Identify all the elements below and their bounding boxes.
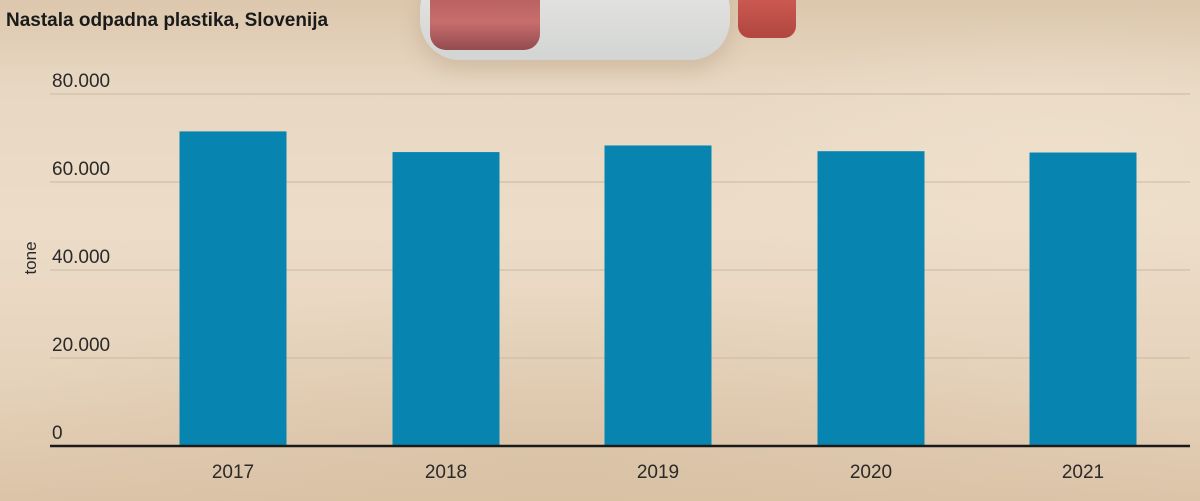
x-tick-labels: 2017 2018 2019 2020 2021 [212, 462, 1104, 483]
bar-2017 [179, 131, 287, 446]
x-tick-label: 2020 [850, 462, 892, 483]
y-tick-labels: 0 20.000 40.000 60.000 80.000 [52, 71, 110, 444]
x-tick-label: 2019 [637, 462, 679, 483]
x-tick-label: 2018 [425, 462, 467, 483]
bars [179, 131, 1137, 447]
x-tick-label: 2021 [1062, 462, 1104, 483]
y-tick-label: 60.000 [52, 159, 110, 180]
bar-2021 [1029, 152, 1137, 446]
bar-2019 [604, 145, 712, 447]
x-tick-label: 2017 [212, 462, 254, 483]
bottle-cap-image [738, 0, 796, 38]
bar-2020 [817, 151, 925, 446]
y-tick-label: 0 [52, 423, 63, 444]
chart-title: Nastala odpadna plastika, Slovenija [6, 10, 329, 31]
y-tick-label: 80.000 [52, 71, 110, 92]
y-axis-title: tone [21, 241, 40, 274]
bottle-label-image [430, 0, 540, 50]
y-tick-label: 20.000 [52, 335, 110, 356]
y-tick-label: 40.000 [52, 247, 110, 268]
bar-2018 [392, 152, 500, 446]
